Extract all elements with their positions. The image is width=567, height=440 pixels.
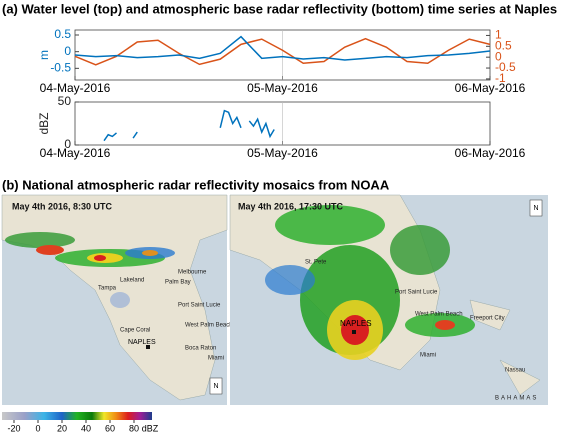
map-label: Freeport City — [470, 316, 505, 322]
series-line — [74, 37, 491, 66]
series-line — [103, 109, 275, 142]
map-label: NAPLES — [128, 339, 156, 346]
map-label: Port Saint Lucie — [395, 290, 438, 296]
y2-tick-label: 0 — [495, 49, 502, 63]
y-tick-label: 0 — [64, 137, 71, 151]
y2-tick-label: -1 — [495, 71, 506, 85]
panel-b-title: (b) National atmospheric radar reflectiv… — [2, 177, 390, 192]
map: St. Pete Port Saint Lucie West Palm Beac… — [229, 194, 548, 405]
map: Tampa Lakeland Palm Bay Melbourne Port S… — [1, 194, 233, 405]
x-tick-label: 04-May-2016 — [40, 81, 111, 95]
x-tick-label: 05-May-2016 — [247, 81, 318, 95]
map-label: Boca Raton — [185, 346, 216, 352]
y-tick-label: -0.5 — [50, 61, 71, 75]
y-tick-label: 0 — [64, 44, 71, 58]
y2-tick-label: 1 — [495, 28, 502, 42]
map-timestamp: May 4th 2016, 17:30 UTC — [238, 201, 344, 211]
y2-tick-label: -0.5 — [495, 60, 516, 74]
map-label: West Palm Beach — [185, 323, 233, 329]
map-label: Cape Coral — [120, 328, 150, 334]
x-tick-label: 06-May-2016 — [455, 146, 526, 160]
y2-tick-label: 0.5 — [495, 38, 512, 52]
x-tick-label: 04-May-2016 — [40, 146, 111, 160]
colorbar-tick-label: 80 — [129, 423, 139, 433]
y-axis-label: dBZ — [37, 112, 51, 134]
map-label: St. Pete — [305, 260, 327, 266]
colorbar-tick-label: -20 — [7, 423, 20, 433]
x-tick-label: 06-May-2016 — [455, 81, 526, 95]
colorbar-tick-label: 60 — [105, 423, 115, 433]
compass: N — [213, 383, 218, 390]
y-tick-label: 0.5 — [54, 27, 71, 41]
map-timestamp: May 4th 2016, 8:30 UTC — [12, 201, 113, 211]
map-label: Nassau — [505, 368, 525, 374]
y-axis-label: m — [37, 50, 51, 60]
map-label: Port Saint Lucie — [178, 303, 221, 309]
colorbar-unit: dBZ — [142, 423, 159, 433]
map-label: Tampa — [98, 286, 117, 292]
series-line — [74, 35, 491, 61]
x-tick-label: 05-May-2016 — [247, 146, 318, 160]
colorbar — [2, 412, 152, 420]
compass: N — [533, 205, 538, 212]
panel-a-title: (a) Water level (top) and atmospheric ba… — [2, 1, 557, 16]
colorbar-tick-label: 40 — [81, 423, 91, 433]
map-label: Palm Bay — [165, 280, 191, 286]
map-label: Melbourne — [178, 270, 207, 276]
map-label: Miami — [420, 353, 436, 359]
colorbar-tick-label: 20 — [57, 423, 67, 433]
map-label: Lakeland — [120, 278, 144, 284]
map-label: BAHAMAS — [495, 396, 538, 402]
map-label: Miami — [208, 356, 224, 362]
colorbar-tick-label: 0 — [35, 423, 40, 433]
map-label: NAPLES — [340, 319, 372, 328]
map-label: West Palm Beach — [415, 312, 463, 318]
y-tick-label: 50 — [58, 94, 72, 108]
